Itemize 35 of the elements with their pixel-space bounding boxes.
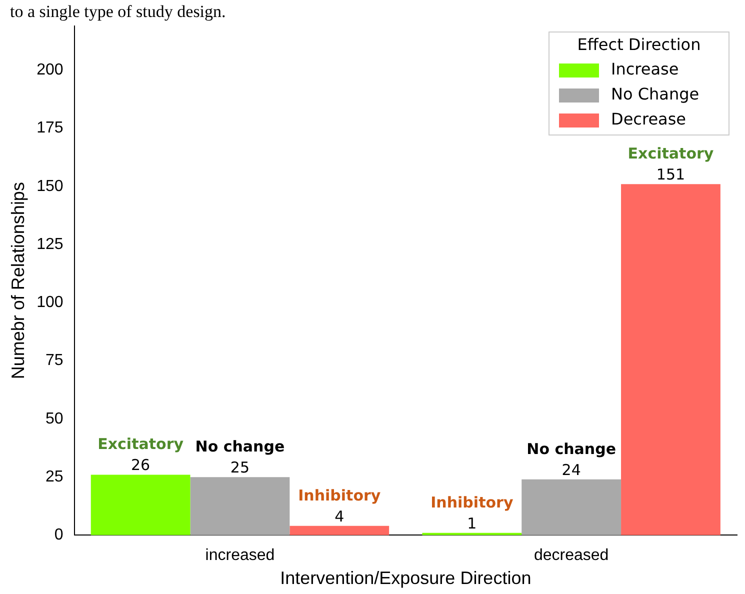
y-tick-label: 50 — [46, 410, 64, 428]
legend-label: Decrease — [611, 110, 686, 129]
y-tick-label: 75 — [46, 352, 64, 370]
annotation: Excitatory — [98, 435, 184, 454]
bar — [190, 477, 290, 536]
legend-label: No Change — [611, 84, 700, 104]
annotation: Inhibitory — [430, 493, 514, 512]
x-tick-label: decreased — [534, 547, 609, 564]
x-tick-label: increased — [205, 547, 275, 564]
legend-label: Increase — [611, 60, 679, 79]
bar — [522, 479, 622, 536]
bar — [621, 184, 720, 536]
y-tick-label: 100 — [36, 294, 64, 312]
data-label: 151 — [656, 166, 686, 184]
text: to a single type of study design. — [10, 2, 226, 22]
legend-title: Effect Direction — [577, 35, 701, 54]
data-label: 1 — [467, 514, 477, 532]
y-tick-label: 0 — [54, 526, 64, 544]
y-tick-label: 25 — [46, 468, 64, 486]
annotation: Inhibitory — [298, 486, 381, 504]
data-label: 24 — [562, 460, 581, 479]
annotation: No change — [195, 437, 285, 456]
y-axis-title: Numebr of Relationships — [8, 182, 28, 380]
data-label: 25 — [230, 458, 250, 476]
bar — [90, 474, 190, 536]
bar — [290, 526, 390, 536]
x-axis-title: Intervention/Exposure Direction — [280, 568, 532, 588]
y-tick-label: 150 — [36, 178, 64, 195]
data-label: 26 — [131, 456, 150, 474]
y-tick-label: 200 — [36, 62, 64, 79]
annotation: Excitatory — [628, 144, 714, 162]
annotation: No change — [526, 440, 616, 458]
y-tick-label: 125 — [36, 236, 64, 253]
data-label: 4 — [334, 507, 344, 526]
y-tick-label: 175 — [36, 120, 64, 137]
